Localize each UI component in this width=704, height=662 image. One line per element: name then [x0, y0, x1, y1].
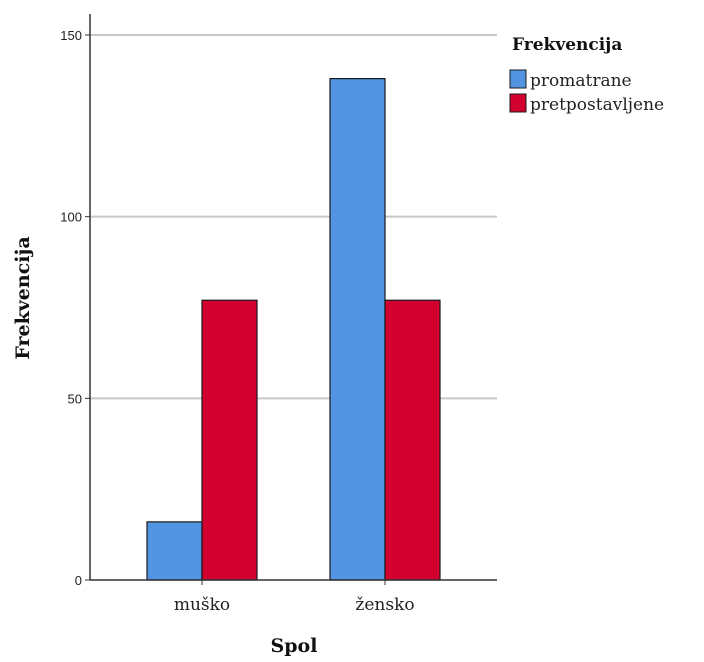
x-tick-label: muško — [174, 595, 230, 615]
bar-pretpostavljene-žensko — [384, 299, 441, 581]
legend-label-pretpostavljene: pretpostavljene — [530, 95, 664, 115]
legend-label-promatrane: promatrane — [530, 71, 632, 91]
legend: Frekvencija promatrane pretpostavljene — [509, 35, 664, 115]
y-axis-ticks: 0 50 100 150 — [60, 28, 90, 588]
x-axis-ticks: muško žensko — [174, 580, 415, 615]
bar-promatrane-muško — [146, 521, 203, 581]
x-tick-label: žensko — [355, 595, 414, 615]
bars — [146, 77, 441, 581]
y-tick-label: 50 — [68, 391, 82, 406]
legend-swatch-promatrane — [509, 69, 527, 89]
y-tick-label: 0 — [75, 573, 82, 588]
y-tick-label: 150 — [60, 28, 82, 43]
legend-swatch-pretpostavljene — [509, 93, 527, 113]
legend-title: Frekvencija — [512, 35, 622, 55]
y-axis-title: Frekvencija — [12, 236, 34, 359]
x-axis-title: Spol — [271, 635, 318, 657]
bar-promatrane-žensko — [329, 77, 386, 581]
y-tick-label: 100 — [60, 210, 82, 225]
bar-pretpostavljene-muško — [201, 299, 258, 581]
